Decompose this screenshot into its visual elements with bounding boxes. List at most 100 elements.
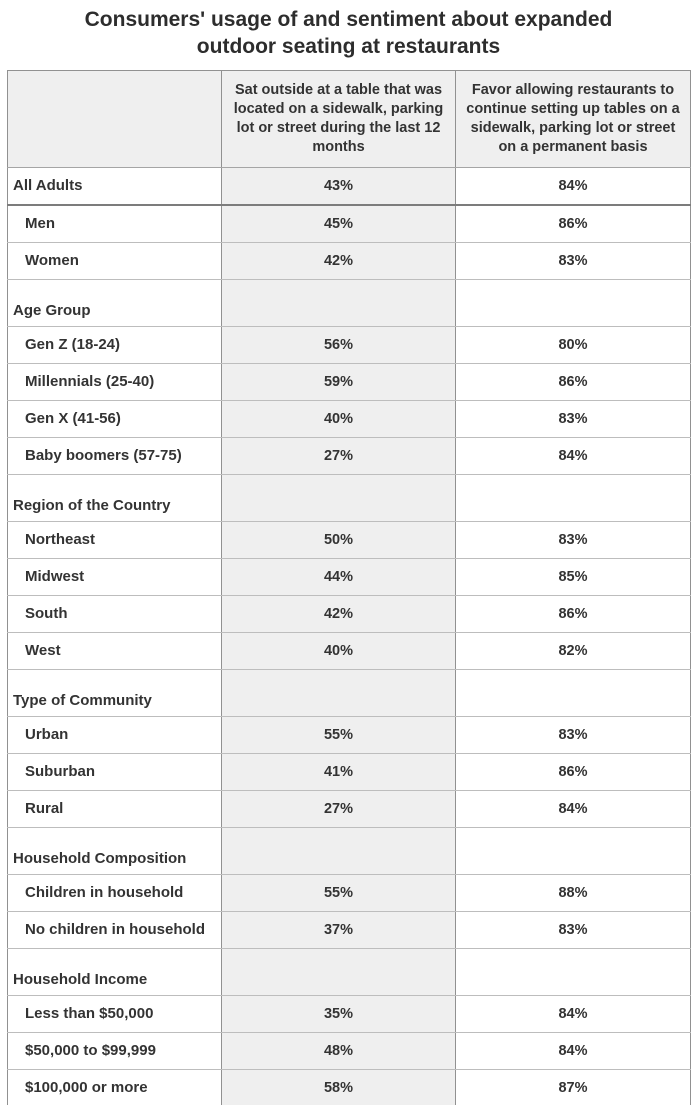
data-row: $100,000 or more 58% 87% — [7, 1068, 691, 1105]
value-favor: 84% — [455, 436, 691, 475]
value-favor: 84% — [455, 1031, 691, 1070]
value-sat-outside: 40% — [221, 631, 456, 670]
value-favor — [455, 947, 691, 996]
value-favor: 83% — [455, 241, 691, 280]
value-favor: 88% — [455, 873, 691, 912]
value-sat-outside: 27% — [221, 789, 456, 828]
value-sat-outside — [221, 668, 456, 717]
header-cell-favor: Favor allowing restaurants to continue s… — [455, 69, 691, 168]
row-label: Suburban — [7, 752, 222, 791]
data-row: Urban 55% 83% — [7, 715, 691, 754]
data-row: Women 42% 83% — [7, 241, 691, 280]
value-favor — [455, 473, 691, 522]
value-favor: 85% — [455, 557, 691, 596]
data-row: Gen X (41-56) 40% 83% — [7, 399, 691, 438]
value-sat-outside: 44% — [221, 557, 456, 596]
header-row: Sat outside at a table that was located … — [7, 69, 691, 168]
value-favor: 84% — [455, 994, 691, 1033]
value-sat-outside: 56% — [221, 325, 456, 364]
row-label: Gen Z (18-24) — [7, 325, 222, 364]
value-favor: 86% — [455, 752, 691, 791]
value-favor: 80% — [455, 325, 691, 364]
data-row: Men 45% 86% — [7, 204, 691, 243]
row-label: Midwest — [7, 557, 222, 596]
value-favor: 86% — [455, 594, 691, 633]
row-label: South — [7, 594, 222, 633]
value-sat-outside: 48% — [221, 1031, 456, 1070]
section-label: Household Income — [7, 947, 222, 996]
section-label: Household Composition — [7, 826, 222, 875]
data-row: Suburban 41% 86% — [7, 752, 691, 791]
data-row: Northeast 50% 83% — [7, 520, 691, 559]
data-row: Midwest 44% 85% — [7, 557, 691, 596]
data-row: Baby boomers (57-75) 27% 84% — [7, 436, 691, 475]
row-label: Less than $50,000 — [7, 994, 222, 1033]
value-favor: 84% — [455, 789, 691, 828]
value-sat-outside: 59% — [221, 362, 456, 401]
value-sat-outside: 42% — [221, 594, 456, 633]
value-sat-outside: 41% — [221, 752, 456, 791]
table-body: All Adults 43% 84% Men 45% 86% Women 42% 83% Age … — [7, 166, 691, 1105]
row-label: West — [7, 631, 222, 670]
section-row: Household Income — [7, 947, 691, 996]
value-sat-outside — [221, 278, 456, 327]
data-row: No children in household 37% 83% — [7, 910, 691, 949]
section-label: Type of Community — [7, 668, 222, 717]
data-row: West 40% 82% — [7, 631, 691, 670]
survey-table: Sat outside at a table that was located … — [7, 69, 691, 1105]
value-sat-outside — [221, 473, 456, 522]
value-favor: 83% — [455, 715, 691, 754]
value-sat-outside: 43% — [221, 166, 456, 206]
row-label: Urban — [7, 715, 222, 754]
section-label: Region of the Country — [7, 473, 222, 522]
value-sat-outside: 58% — [221, 1068, 456, 1105]
header-cell-empty — [7, 69, 222, 168]
section-row: Type of Community — [7, 668, 691, 717]
data-row: Millennials (25-40) 59% 86% — [7, 362, 691, 401]
value-favor: 83% — [455, 520, 691, 559]
row-label: All Adults — [7, 166, 222, 206]
data-row: Children in household 55% 88% — [7, 873, 691, 912]
row-label: Children in household — [7, 873, 222, 912]
header-cell-sat-outside: Sat outside at a table that was located … — [221, 69, 456, 168]
section-row: Region of the Country — [7, 473, 691, 522]
row-label: $50,000 to $99,999 — [7, 1031, 222, 1070]
row-label: Women — [7, 241, 222, 280]
value-sat-outside: 55% — [221, 715, 456, 754]
value-favor: 86% — [455, 362, 691, 401]
section-row: Age Group — [7, 278, 691, 327]
value-favor: 87% — [455, 1068, 691, 1105]
row-label: No children in household — [7, 910, 222, 949]
value-sat-outside: 50% — [221, 520, 456, 559]
value-sat-outside: 42% — [221, 241, 456, 280]
value-sat-outside — [221, 826, 456, 875]
data-row: Less than $50,000 35% 84% — [7, 994, 691, 1033]
section-row: Household Composition — [7, 826, 691, 875]
data-row: $50,000 to $99,999 48% 84% — [7, 1031, 691, 1070]
row-label: Baby boomers (57-75) — [7, 436, 222, 475]
page-title: Consumers' usage of and sentiment about … — [84, 8, 613, 58]
row-label: Rural — [7, 789, 222, 828]
value-sat-outside: 37% — [221, 910, 456, 949]
value-favor: 84% — [455, 166, 691, 206]
value-sat-outside: 40% — [221, 399, 456, 438]
value-sat-outside: 35% — [221, 994, 456, 1033]
value-favor: 83% — [455, 399, 691, 438]
data-row: Rural 27% 84% — [7, 789, 691, 828]
data-row: All Adults 43% 84% — [7, 166, 691, 206]
data-row: South 42% 86% — [7, 594, 691, 633]
row-label: Millennials (25-40) — [7, 362, 222, 401]
row-label: Gen X (41-56) — [7, 399, 222, 438]
value-sat-outside: 45% — [221, 204, 456, 243]
row-label: Northeast — [7, 520, 222, 559]
value-favor — [455, 278, 691, 327]
row-label: $100,000 or more — [7, 1068, 222, 1105]
value-favor: 83% — [455, 910, 691, 949]
value-sat-outside: 27% — [221, 436, 456, 475]
value-favor: 86% — [455, 204, 691, 243]
value-favor: 82% — [455, 631, 691, 670]
value-sat-outside: 55% — [221, 873, 456, 912]
infographic-page: Consumers' usage of and sentiment about … — [0, 7, 697, 1105]
row-label: Men — [7, 204, 222, 243]
value-favor — [455, 668, 691, 717]
